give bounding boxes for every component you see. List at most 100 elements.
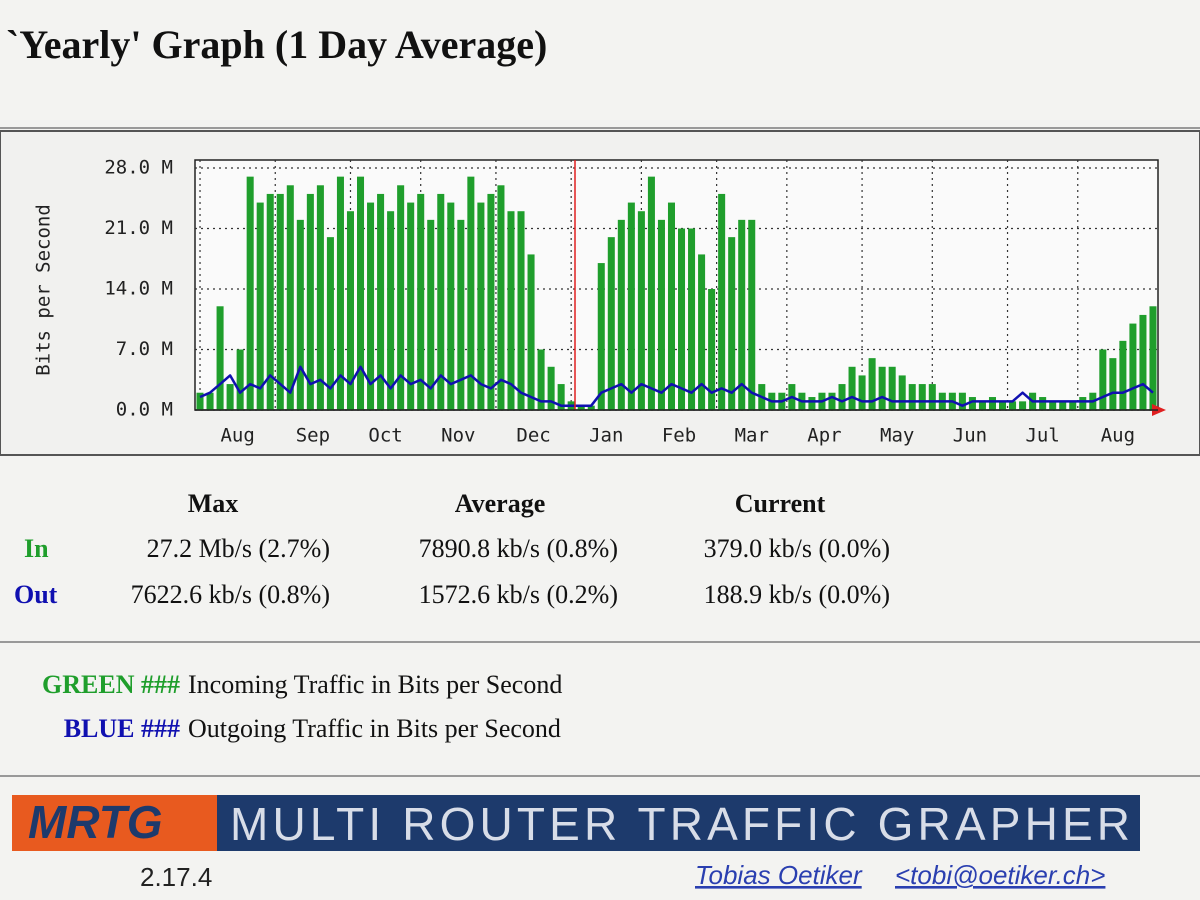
bar — [517, 211, 525, 410]
axis-arrow — [1152, 404, 1166, 416]
x-tick-label: Oct — [368, 425, 402, 447]
bar — [928, 384, 936, 410]
bar — [326, 237, 334, 410]
bar — [587, 405, 595, 410]
x-tick-label: Feb — [662, 425, 696, 447]
bar — [838, 384, 846, 410]
bar — [647, 176, 655, 410]
bar — [276, 193, 284, 410]
banner: MULTI ROUTER TRAFFIC GRAPHER — [230, 798, 1130, 850]
bar — [738, 219, 746, 410]
bar — [527, 254, 535, 410]
stats-header: Average — [455, 489, 545, 518]
bar — [868, 358, 876, 410]
bar — [296, 219, 304, 410]
stats-cell: 1572.6 kb/s (0.2%) — [419, 580, 618, 609]
x-tick-label: Jan — [589, 425, 623, 447]
email-link[interactable]: <tobi@oetiker.ch> — [895, 860, 1105, 890]
bar — [1099, 349, 1107, 410]
stats-cell: 27.2 Mb/s (2.7%) — [147, 534, 330, 563]
y-tick-label: 28.0 M — [104, 157, 173, 179]
bar — [667, 202, 675, 410]
stats-cell: 7890.8 kb/s (0.8%) — [419, 534, 618, 563]
bar — [1129, 323, 1137, 410]
legend-key: GREEN ### — [42, 670, 180, 699]
x-tick-label: Apr — [807, 425, 841, 447]
plot-area — [194, 159, 1159, 411]
bar — [246, 176, 254, 410]
bar — [698, 254, 706, 410]
bar — [657, 219, 665, 410]
bar — [617, 219, 625, 410]
stats-row-label: In — [24, 534, 49, 563]
bar — [958, 392, 966, 410]
bar — [708, 289, 716, 410]
bar — [688, 228, 696, 410]
legend-text: Incoming Traffic in Bits per Second — [188, 670, 562, 699]
bar — [397, 185, 405, 410]
author-link[interactable]: Tobias Oetiker — [695, 860, 863, 890]
bar — [1049, 401, 1057, 410]
bar — [888, 366, 896, 410]
stats-row-label: Out — [14, 580, 58, 609]
bar — [457, 219, 465, 410]
logo: MRTG — [28, 796, 163, 848]
logo-box — [12, 795, 217, 851]
y-tick-label: 0.0 M — [116, 399, 173, 421]
x-tick-label: Jul — [1025, 425, 1059, 447]
bar — [898, 375, 906, 410]
banner-box — [217, 795, 1140, 851]
bar — [988, 397, 996, 410]
bar — [1139, 314, 1147, 410]
bar — [607, 237, 615, 410]
bar — [1079, 397, 1087, 410]
y-tick-label: 14.0 M — [104, 278, 173, 300]
y-tick-label: 21.0 M — [104, 217, 173, 239]
x-tick-label: Mar — [735, 425, 769, 447]
x-tick-label: Sep — [296, 425, 330, 447]
bar — [1149, 306, 1157, 410]
bar — [1009, 401, 1017, 410]
bar — [878, 366, 886, 410]
stats-cell: 188.9 kb/s (0.0%) — [704, 580, 890, 609]
bar — [918, 384, 926, 410]
bar — [346, 211, 354, 410]
bar — [477, 202, 485, 410]
bar — [336, 176, 344, 410]
line — [199, 365, 1154, 407]
x-tick-label: May — [880, 425, 914, 447]
stats-cell: 379.0 kb/s (0.0%) — [704, 534, 890, 563]
bar — [377, 193, 385, 410]
bar — [407, 202, 415, 410]
stats-cell: 7622.6 kb/s (0.8%) — [131, 580, 330, 609]
page-title: `Yearly' Graph (1 Day Average) — [6, 22, 547, 67]
bar — [908, 384, 916, 410]
bar — [447, 202, 455, 410]
bar — [196, 392, 204, 410]
bar — [417, 193, 425, 410]
x-tick-label: Aug — [220, 425, 254, 447]
bar — [1019, 401, 1027, 410]
bar — [487, 193, 495, 410]
bar — [427, 219, 435, 410]
stats-header: Current — [735, 489, 826, 518]
bar — [577, 405, 585, 410]
bar — [266, 193, 274, 410]
bar — [367, 202, 375, 410]
bar — [357, 176, 365, 410]
bar — [236, 349, 244, 410]
x-tick-label: Dec — [516, 425, 550, 447]
legend-text: Outgoing Traffic in Bits per Second — [188, 714, 561, 743]
bar — [467, 176, 475, 410]
bar — [597, 263, 605, 410]
bar — [537, 349, 545, 410]
bar — [306, 193, 314, 410]
version: 2.17.4 — [140, 862, 212, 892]
bar — [718, 193, 726, 410]
bar — [387, 211, 395, 410]
bar — [848, 366, 856, 410]
x-tick-label: Nov — [441, 425, 475, 447]
bar — [316, 185, 324, 410]
bar — [637, 211, 645, 410]
